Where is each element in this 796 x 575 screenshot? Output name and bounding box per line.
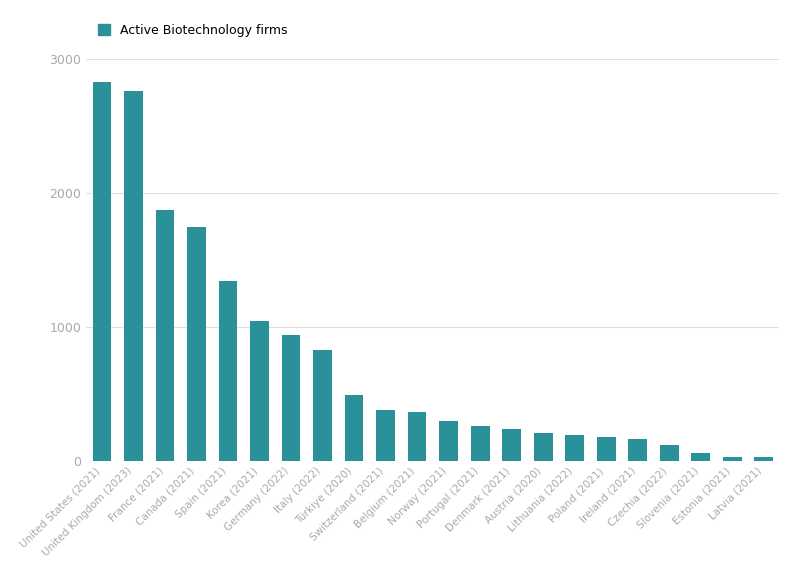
Bar	[408, 412, 427, 461]
Bar	[723, 457, 742, 461]
Bar	[502, 429, 521, 461]
Bar	[660, 444, 678, 461]
Bar	[533, 432, 552, 461]
Bar	[155, 210, 174, 461]
Bar	[313, 350, 332, 461]
Bar	[219, 281, 237, 461]
Bar	[565, 435, 584, 461]
Bar	[439, 421, 458, 461]
Bar	[628, 439, 647, 461]
Bar	[376, 410, 395, 461]
Bar	[92, 82, 111, 461]
Bar	[345, 395, 364, 461]
Bar	[470, 426, 490, 461]
Bar	[691, 453, 710, 461]
Bar	[282, 335, 300, 461]
Bar	[754, 457, 773, 461]
Bar	[250, 321, 269, 461]
Bar	[597, 436, 615, 461]
Legend: Active Biotechnology firms: Active Biotechnology firms	[92, 19, 292, 42]
Bar	[187, 227, 206, 461]
Bar	[124, 91, 143, 461]
